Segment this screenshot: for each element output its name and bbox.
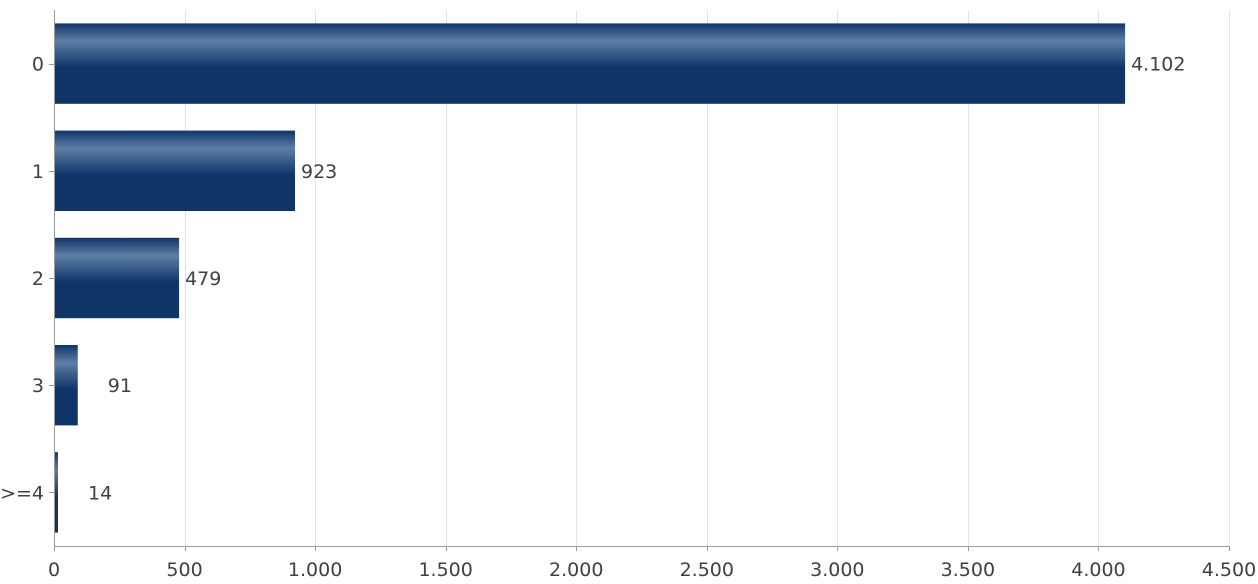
x-tick-label: 3.000 bbox=[810, 559, 864, 580]
x-tick-label: 500 bbox=[166, 559, 202, 580]
category-label: 1 bbox=[32, 161, 44, 183]
x-tick-label: 2.000 bbox=[549, 559, 603, 580]
bar bbox=[54, 237, 180, 319]
category-label: 2 bbox=[32, 268, 44, 290]
bar bbox=[54, 23, 1126, 104]
data-label: 91 bbox=[108, 375, 132, 397]
x-tick-label: 2.500 bbox=[680, 559, 734, 580]
x-tick-label: 1.000 bbox=[288, 559, 342, 580]
x-tick-label: 4.000 bbox=[1071, 559, 1125, 580]
bar bbox=[54, 345, 78, 426]
bar bbox=[54, 130, 296, 211]
category-label: >=4 bbox=[0, 482, 44, 504]
x-tick-label: 1.500 bbox=[418, 559, 472, 580]
bar bbox=[54, 452, 58, 533]
x-tick-label: 0 bbox=[48, 559, 60, 580]
category-label: 0 bbox=[32, 54, 44, 76]
x-tick-label: 4.500 bbox=[1202, 559, 1256, 580]
data-label: 923 bbox=[301, 161, 337, 183]
labels: 0 500 1.000 1.500 2.000 2.500 3.000 3.500 4.000 4… bbox=[0, 54, 1256, 581]
data-label: 4.102 bbox=[1131, 54, 1185, 76]
axes bbox=[49, 10, 1230, 551]
data-label: 479 bbox=[185, 268, 221, 290]
bars bbox=[54, 23, 1126, 533]
data-label: 14 bbox=[88, 482, 112, 504]
x-tick-label: 3.500 bbox=[941, 559, 995, 580]
category-label: 3 bbox=[32, 375, 44, 397]
